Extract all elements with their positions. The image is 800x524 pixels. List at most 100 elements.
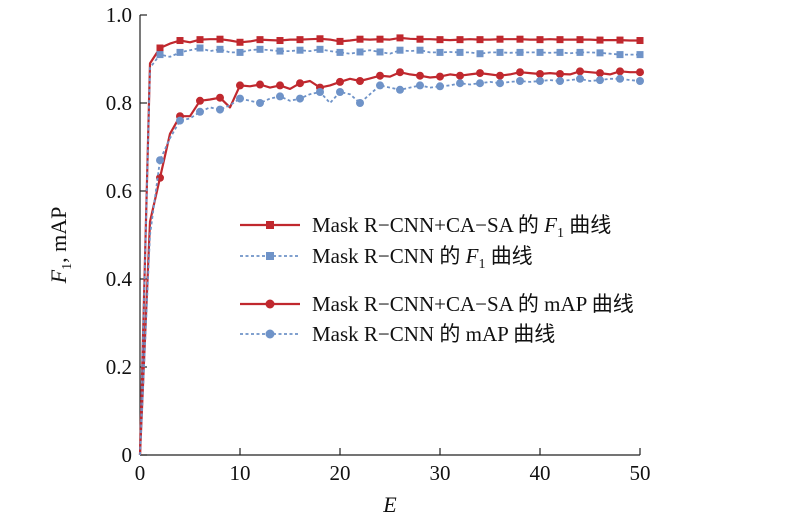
data-point xyxy=(536,69,544,78)
data-point xyxy=(376,71,384,80)
data-point xyxy=(476,69,484,78)
x-axis-title: E xyxy=(382,492,397,517)
x-tick-label: 0 xyxy=(135,461,146,485)
data-point xyxy=(276,81,284,90)
data-point xyxy=(256,99,264,107)
y-axis-title-subscript: 1 xyxy=(60,263,75,270)
data-point xyxy=(496,35,504,43)
data-point xyxy=(296,36,304,44)
data-point xyxy=(476,36,484,44)
data-point xyxy=(496,48,504,56)
legend-label-text: Mask R−CNN 的 mAP 曲线 xyxy=(312,322,555,346)
legend-item-4: Mask R−CNN 的 mAP 曲线 xyxy=(240,322,555,346)
data-point xyxy=(436,36,444,44)
legend-label-text: Mask R−CNN+CA−SA 的 xyxy=(312,213,544,237)
data-point xyxy=(396,68,404,77)
x-tick-label: 30 xyxy=(430,461,451,485)
data-point xyxy=(236,81,244,90)
y-tick-label: 0.4 xyxy=(106,267,133,291)
legend-swatch-marker xyxy=(265,329,275,339)
x-axis-ticks: 0 10 20 30 40 50 xyxy=(135,448,651,485)
data-point xyxy=(616,36,624,44)
legend-label-text: Mask R−CNN+CA−SA 的 mAP 曲线 xyxy=(312,292,634,316)
data-point xyxy=(336,37,344,45)
data-point xyxy=(316,88,324,96)
series-4 xyxy=(139,74,644,456)
legend-label-italic: F xyxy=(465,244,479,268)
legend-label-text: Mask R−CNN 的 xyxy=(312,244,466,268)
data-point xyxy=(216,45,224,53)
data-point xyxy=(196,96,204,105)
data-point xyxy=(496,71,504,80)
data-point xyxy=(396,34,404,42)
legend-label-italic: F xyxy=(543,213,557,237)
data-point xyxy=(296,46,304,54)
legend-swatch-marker xyxy=(266,221,274,229)
data-point xyxy=(596,69,604,78)
data-point xyxy=(596,49,604,57)
data-point xyxy=(516,68,524,77)
data-point xyxy=(216,35,224,43)
data-point xyxy=(416,71,424,80)
data-point xyxy=(356,35,364,43)
data-point xyxy=(256,36,264,44)
data-point xyxy=(556,36,564,44)
axes xyxy=(139,15,640,456)
data-point xyxy=(176,37,184,45)
data-point xyxy=(616,67,624,76)
data-point xyxy=(316,45,324,53)
legend-label-subscript: 1 xyxy=(557,226,564,241)
data-point xyxy=(416,81,424,90)
data-point xyxy=(576,48,584,56)
data-point xyxy=(416,46,424,54)
x-tick-label: 50 xyxy=(630,461,651,485)
data-point xyxy=(576,67,584,76)
x-tick-label: 20 xyxy=(330,461,351,485)
y-tick-label: 1.0 xyxy=(106,3,132,27)
data-point xyxy=(556,77,564,85)
data-point xyxy=(216,105,224,114)
data-point xyxy=(196,107,204,116)
data-point xyxy=(396,46,404,54)
data-point xyxy=(336,48,344,56)
legend-label: Mask R−CNN 的 F1 曲线 xyxy=(312,244,533,272)
legend-label: Mask R−CNN+CA−SA 的 F1 曲线 xyxy=(312,213,611,241)
y-tick-label: 0 xyxy=(122,443,133,467)
data-point xyxy=(276,92,284,101)
legend-swatch-marker xyxy=(266,252,274,260)
data-point xyxy=(376,81,384,90)
data-point xyxy=(456,79,464,88)
data-point xyxy=(276,37,284,45)
legend-item-1: Mask R−CNN+CA−SA 的 F1 曲线 xyxy=(240,213,611,241)
data-point xyxy=(156,44,164,52)
y-axis-title-rest: , mAP xyxy=(46,207,71,263)
data-point xyxy=(636,37,644,45)
legend-item-3: Mask R−CNN+CA−SA 的 mAP 曲线 xyxy=(240,292,634,316)
data-point xyxy=(376,48,384,56)
data-point xyxy=(636,51,644,59)
legend-swatch-marker xyxy=(265,299,275,309)
data-point xyxy=(436,72,444,81)
y-axis-title-main: F xyxy=(46,269,71,284)
data-point xyxy=(156,156,164,165)
data-point xyxy=(476,79,484,88)
data-point xyxy=(356,77,364,85)
data-point xyxy=(536,48,544,56)
data-point xyxy=(516,35,524,43)
series-1 xyxy=(138,34,644,456)
data-point xyxy=(356,99,364,107)
data-point xyxy=(456,36,464,44)
legend-label: Mask R−CNN 的 mAP 曲线 xyxy=(312,322,555,346)
data-point xyxy=(296,94,304,103)
data-point xyxy=(256,80,264,89)
data-point xyxy=(156,51,164,59)
data-point xyxy=(436,82,444,91)
data-point xyxy=(196,44,204,52)
data-point xyxy=(456,71,464,80)
data-point xyxy=(376,35,384,43)
data-point xyxy=(496,79,504,88)
data-point xyxy=(516,77,524,85)
x-tick-label: 10 xyxy=(230,461,251,485)
plot-area xyxy=(138,34,644,456)
legend: Mask R−CNN+CA−SA 的 F1 曲线 Mask R−CNN 的 F1 … xyxy=(240,213,634,346)
